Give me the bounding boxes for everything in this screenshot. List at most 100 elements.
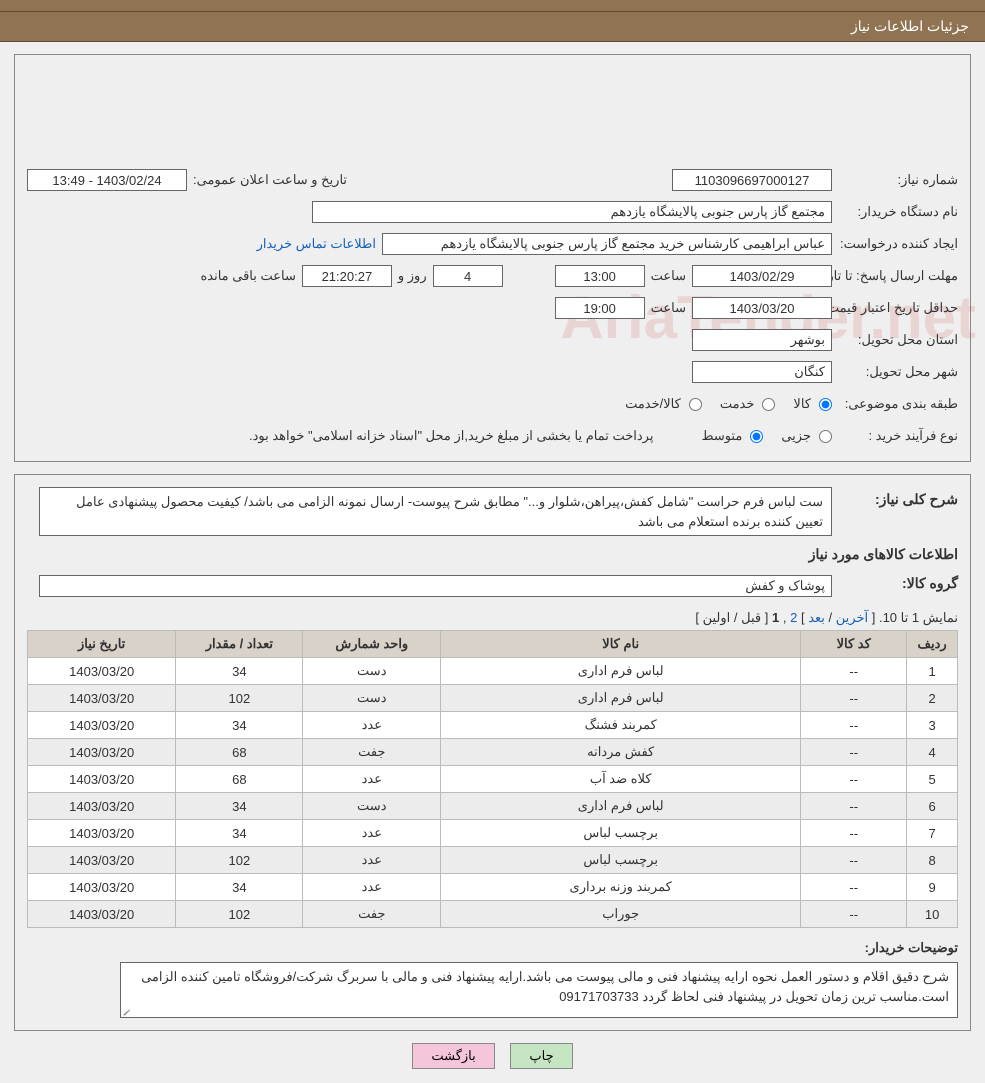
cell-qty: 34 [176,820,303,847]
cell-unit: دست [303,658,441,685]
radio-medium[interactable]: متوسط [701,428,763,444]
pager-first: اولين [703,610,731,625]
cell-date: 1403/03/20 [28,793,176,820]
cell-row: 10 [907,901,958,928]
cell-date: 1403/03/20 [28,712,176,739]
table-row: 9--کمربند وزنه برداریعدد341403/03/20 [28,874,958,901]
table-row: 4--کفش مردانهجفت681403/03/20 [28,739,958,766]
cell-unit: دست [303,793,441,820]
cell-unit: جفت [303,739,441,766]
cell-unit: جفت [303,901,441,928]
radio-both-input[interactable] [689,398,702,411]
cell-code: -- [801,685,907,712]
cell-code: -- [801,847,907,874]
hours-remain-label: ساعت باقی مانده [200,268,295,284]
cell-code: -- [801,793,907,820]
category-label: طبقه بندی موضوعی: [838,396,958,412]
cell-unit: عدد [303,847,441,874]
radio-partial-input[interactable] [819,430,832,443]
radio-goods[interactable]: کالا [793,396,832,412]
group-field: پوشاک و کفش [39,575,832,597]
cell-name: لباس فرم اداری [441,658,801,685]
cell-row: 4 [907,739,958,766]
cell-qty: 102 [176,685,303,712]
cell-qty: 102 [176,847,303,874]
deadline-date-field: 1403/02/29 [692,265,832,287]
radio-service[interactable]: خدمت [720,396,776,412]
buyer-contact-link[interactable]: اطلاعات تماس خريدار [257,236,376,252]
th-qty: تعداد / مقدار [176,631,303,658]
buyer-notes-field: شرح دقیق اقلام و دستور العمل نحوه ارایه … [120,962,958,1018]
cell-unit: عدد [303,766,441,793]
group-label: گروه کالا: [838,575,958,592]
min-validity-label: حداقل تاریخ اعتبار قیمت: تا تاریخ: [838,300,958,316]
pager-last[interactable]: آخرين [836,610,868,625]
deadline-time-field: 13:00 [555,265,645,287]
cell-qty: 68 [176,739,303,766]
cell-name: کمربند وزنه برداری [441,874,801,901]
cell-unit: عدد [303,874,441,901]
cell-qty: 68 [176,766,303,793]
resize-grip-icon[interactable] [123,1005,133,1015]
cell-code: -- [801,820,907,847]
need-no-label: شماره نیاز: [838,172,958,188]
buyer-notes-label: توضیحات خریدار: [858,940,958,956]
time-label-1: ساعت [651,268,686,284]
table-row: 3--کمربند فشنگعدد341403/03/20 [28,712,958,739]
back-button[interactable]: بازگشت [412,1043,494,1069]
cell-name: کمربند فشنگ [441,712,801,739]
pager-prev: قبل [741,610,761,625]
cell-date: 1403/03/20 [28,847,176,874]
cell-row: 1 [907,658,958,685]
cell-unit: دست [303,685,441,712]
cell-date: 1403/03/20 [28,766,176,793]
radio-partial[interactable]: جزیی [781,428,832,444]
cell-row: 5 [907,766,958,793]
cell-name: کلاه ضد آب [441,766,801,793]
th-unit: واحد شمارش [303,631,441,658]
cell-name: برچسب لباس [441,847,801,874]
time-label-2: ساعت [651,300,686,316]
cell-qty: 34 [176,874,303,901]
radio-goods-input[interactable] [819,398,832,411]
province-field: بوشهر [692,329,832,351]
payment-note: پرداخت تمام یا بخشی از مبلغ خرید,از محل … [249,428,654,444]
print-button[interactable]: چاپ [510,1043,572,1069]
table-row: 10--جورابجفت1021403/03/20 [28,901,958,928]
buyer-org-field: مجتمع گاز پارس جنوبی پالایشگاه یازدهم [312,201,832,223]
cell-name: لباس فرم اداری [441,685,801,712]
cell-row: 6 [907,793,958,820]
pager: نمایش 1 تا 10. [ آخرين / بعد ] 2 , 1 [ ق… [27,610,958,626]
info-panel: AriaTender.net شماره نیاز: 1103096697000… [14,54,971,462]
overall-desc-field: ست لباس فرم حراست "شامل کفش،پیراهن،شلوار… [39,487,832,536]
cell-qty: 34 [176,658,303,685]
cell-code: -- [801,766,907,793]
announce-label: تاریخ و ساعت اعلان عمومی: [193,172,347,188]
announce-field: 1403/02/24 - 13:49 [27,169,187,191]
cell-date: 1403/03/20 [28,739,176,766]
cell-code: -- [801,658,907,685]
cell-code: -- [801,874,907,901]
cell-unit: عدد [303,820,441,847]
deadline-label: مهلت ارسال پاسخ: تا تاریخ: [838,268,958,284]
min-validity-time-field: 19:00 [555,297,645,319]
top-accent-bar [0,0,985,12]
cell-row: 9 [907,874,958,901]
min-validity-date-field: 1403/03/20 [692,297,832,319]
radio-both[interactable]: کالا/خدمت [625,396,702,412]
cell-row: 8 [907,847,958,874]
time-left-field: 21:20:27 [302,265,392,287]
cell-code: -- [801,901,907,928]
table-header-row: ردیف کد کالا نام کالا واحد شمارش تعداد /… [28,631,958,658]
days-and-label: روز و [398,268,427,284]
city-field: کنگان [692,361,832,383]
th-row: ردیف [907,631,958,658]
button-bar: چاپ بازگشت [0,1031,985,1083]
pager-next[interactable]: بعد [808,610,825,625]
cell-row: 3 [907,712,958,739]
page-title: جزئیات اطلاعات نیاز [851,18,969,34]
radio-service-input[interactable] [762,398,775,411]
table-row: 1--لباس فرم اداریدست341403/03/20 [28,658,958,685]
radio-medium-input[interactable] [750,430,763,443]
cell-date: 1403/03/20 [28,685,176,712]
